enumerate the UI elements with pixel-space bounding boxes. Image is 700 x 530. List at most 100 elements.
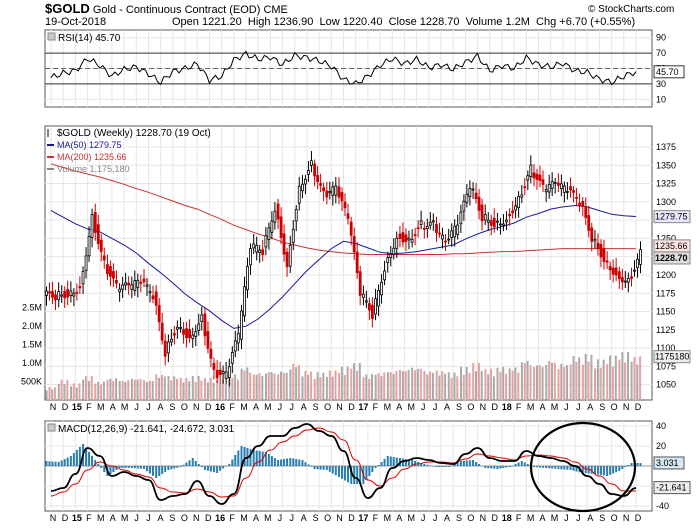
macd-histogram-bar <box>161 466 164 474</box>
candle-body <box>215 369 219 379</box>
macd-histogram-bar <box>194 461 197 466</box>
candle-body <box>133 280 137 291</box>
volume-bar <box>477 363 480 400</box>
candle-body <box>130 284 134 290</box>
macd-histogram-bar <box>581 466 584 473</box>
volume-bar <box>480 370 483 400</box>
macd-tick-label: 40 <box>656 421 666 431</box>
candle-body <box>66 289 70 298</box>
macd-histogram-bar <box>170 466 173 470</box>
rsi-value-tag-label: 45.70 <box>656 67 679 77</box>
rsi-legend: RSI(14) 45.70 <box>58 33 121 44</box>
candle-body <box>246 266 249 291</box>
candle-body <box>514 205 518 211</box>
candle-body <box>578 202 581 206</box>
volume-tick-label: 2.5M <box>22 302 42 312</box>
x-axis-label-price: N <box>50 402 57 412</box>
volume-tick-label: 1.5M <box>22 339 42 349</box>
macd-histogram-bar <box>508 466 511 467</box>
volume-bar <box>45 390 48 400</box>
candle-body <box>355 251 359 274</box>
x-axis-label-macd: F <box>86 513 92 523</box>
volume-bar <box>523 363 526 400</box>
high-label: High <box>247 16 271 28</box>
volume-bar <box>216 380 219 400</box>
candle-body <box>99 239 103 252</box>
candle-body <box>175 326 179 330</box>
macd-histogram-bar <box>459 461 462 466</box>
candle-body <box>81 271 85 285</box>
annotation-circle <box>529 421 637 513</box>
macd-histogram-bar <box>146 466 148 472</box>
volume-bar <box>200 380 203 400</box>
candle-body <box>109 266 112 277</box>
volume-bar <box>496 367 499 400</box>
x-axis-label-price: N <box>336 402 343 412</box>
macd-histogram-bar <box>621 466 624 469</box>
volume-bar <box>133 379 136 400</box>
candle-body <box>346 213 350 219</box>
candle-body <box>450 230 454 238</box>
x-axis-label-price: J <box>421 402 426 412</box>
volume-bar <box>435 370 438 400</box>
x-axis-label-price: J <box>290 402 295 412</box>
volume-bar <box>627 351 629 400</box>
macd-histogram-bar <box>502 466 505 468</box>
macd-histogram-bar <box>115 466 118 470</box>
macd-histogram-bar <box>152 466 154 476</box>
candle-body <box>435 223 438 233</box>
macd-histogram-bar <box>401 458 404 466</box>
macd-legend: MACD(12,26,9) -21.641, -24.672, 3.031 <box>58 424 235 435</box>
candle-body <box>310 160 313 166</box>
volume-bar <box>536 365 538 400</box>
candle-body <box>206 331 210 349</box>
volume-bar <box>54 387 57 400</box>
candle-body <box>93 212 97 233</box>
candle-body <box>121 284 125 290</box>
candle-body <box>584 206 588 218</box>
x-axis-label-price: A <box>157 402 163 412</box>
candle-body <box>72 292 76 297</box>
candle-body <box>492 217 496 228</box>
candle-body <box>54 294 57 301</box>
volume-bar <box>630 361 633 400</box>
candle-body <box>273 210 277 223</box>
volume-bar <box>163 376 166 400</box>
price-tag <box>653 251 691 265</box>
macd-histogram-bar <box>505 466 508 468</box>
candle-body <box>623 280 627 283</box>
macd-value-tag-label: -21.641 <box>656 483 687 493</box>
volume-bar <box>429 371 432 400</box>
candle-body <box>212 363 216 370</box>
candle-body <box>404 234 408 242</box>
volume-bar <box>441 371 444 400</box>
low-value: 1220.40 <box>342 16 383 28</box>
macd-histogram-bar <box>475 462 478 466</box>
volume-bar <box>399 369 401 400</box>
macd-histogram-bar <box>389 456 392 466</box>
macd-histogram-bar <box>182 464 185 466</box>
volume-bar <box>602 359 605 400</box>
volume-bar <box>545 364 548 400</box>
candle-body <box>209 348 213 359</box>
close-value: 1228.70 <box>419 16 460 28</box>
macd-histogram-bar <box>523 462 526 466</box>
candle-body <box>102 255 106 261</box>
x-axis-label-price: J <box>433 402 438 412</box>
macd-histogram-bar <box>517 462 520 466</box>
chart-title: $GOLD Gold - Continuous Contract (EOD) C… <box>45 1 288 16</box>
candle-body <box>517 196 521 208</box>
volume-bar <box>243 370 246 400</box>
price-tick-label: 1175 <box>656 288 675 298</box>
x-axis-label-price: M <box>384 402 392 412</box>
candle-body <box>428 221 432 226</box>
macd-histogram-bar <box>383 459 386 466</box>
macd-histogram-bar <box>307 464 310 466</box>
macd-histogram-bar <box>481 466 484 467</box>
candle-body <box>270 220 274 233</box>
macd-histogram-bar <box>310 466 313 467</box>
price-tick-label: 1300 <box>656 197 676 207</box>
macd-histogram-bar <box>630 463 633 466</box>
candle-body <box>358 271 362 296</box>
volume-bar <box>197 376 200 400</box>
